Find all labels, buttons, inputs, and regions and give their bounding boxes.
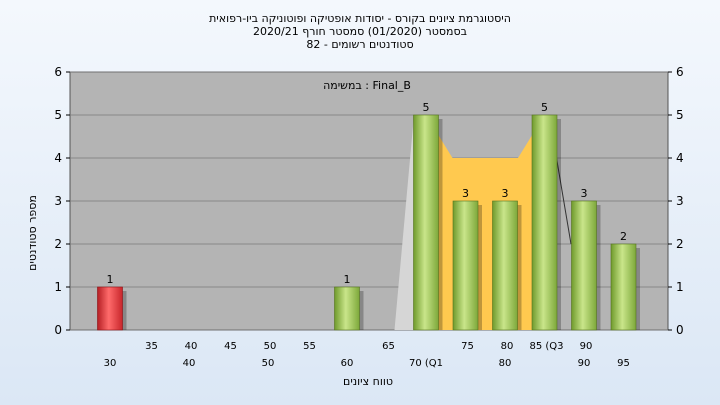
bar [571, 200, 597, 331]
area-light [359, 115, 414, 330]
x-tick-label-upper: 65 [382, 341, 395, 352]
x-tick-label-upper: 50 [264, 341, 277, 352]
bar [413, 114, 439, 331]
title-line-1: היסטוגרמת ציונים בקורס - יסודות אופטיקה … [209, 12, 511, 25]
bar [97, 286, 123, 331]
x-tick-label-lower: 80 [499, 358, 512, 369]
data-label: 1 [344, 273, 351, 286]
bar [492, 200, 518, 331]
x-axis-label: טווח ציונים [343, 375, 393, 388]
y-tick-label-right: 6 [676, 65, 684, 79]
bar [334, 286, 360, 331]
data-label: 3 [581, 187, 588, 200]
x-tick-label-upper: 40 [185, 341, 198, 352]
data-label: 5 [423, 101, 430, 114]
data-label: 2 [620, 230, 627, 243]
title-line-3: סטודנטים רשומים - 82 [306, 38, 413, 51]
data-label: 5 [541, 101, 548, 114]
x-tick-label-lower: 95 [617, 358, 630, 369]
x-tick-label-lower: 50 [262, 358, 275, 369]
x-tick-label-upper: 90 [580, 341, 593, 352]
data-label: 1 [107, 273, 114, 286]
x-tick-label-upper: 75 [461, 341, 474, 352]
y-tick-label-left: 6 [54, 65, 62, 79]
x-tick-label-upper: 80 [501, 341, 514, 352]
trend-line [556, 157, 572, 245]
x-tick-label-lower: 60 [341, 358, 354, 369]
data-label: 3 [462, 187, 469, 200]
y-tick-label-left: 2 [54, 237, 62, 251]
y-axis-label: מספר סטודנטים [26, 195, 39, 271]
x-tick-label-lower: 30 [104, 358, 117, 369]
x-tick-label-lower: 40 [183, 358, 196, 369]
bar [531, 114, 558, 331]
y-tick-label-left: 4 [54, 151, 62, 165]
bar [610, 243, 637, 331]
y-tick-label-right: 4 [676, 151, 684, 165]
bar [452, 200, 479, 331]
y-tick-label-right: 3 [676, 194, 684, 208]
task-label: במשימה : Final_B [323, 79, 411, 92]
x-tick-label-lower: 90 [578, 358, 591, 369]
y-tick-label-right: 2 [676, 237, 684, 251]
x-tick-label-upper: 45 [224, 341, 237, 352]
y-tick-label-left: 3 [54, 194, 62, 208]
x-tick-label-upper: 85 (Q3 [529, 341, 563, 352]
bars: 1 1 5 3 3 5 3 2 [97, 101, 640, 331]
y-tick-label-left: 5 [54, 108, 62, 122]
y-tick-label-right: 0 [676, 323, 684, 337]
gridlines [70, 71, 668, 331]
y-tick-label-left: 0 [54, 323, 62, 337]
y-tick-label-right: 1 [676, 280, 684, 294]
x-tick-label-upper: 55 [303, 341, 316, 352]
x-tick-label-upper: 35 [145, 341, 158, 352]
x-tick-label-lower: 70 (Q1 [409, 358, 443, 369]
y-tick-label-left: 1 [54, 280, 62, 294]
chart-title: היסטוגרמת ציונים בקורס - יסודות אופטיקה … [209, 12, 511, 51]
data-label: 3 [502, 187, 509, 200]
axes: 0 01 12 23 34 45 56 635 40 45 50 55 65 75 80 85 (Q3 9030… [54, 65, 683, 369]
title-line-2: בסמסטר (01/2020) סמסטר חורף 2020/21 [253, 25, 467, 38]
y-tick-label-right: 5 [676, 108, 684, 122]
